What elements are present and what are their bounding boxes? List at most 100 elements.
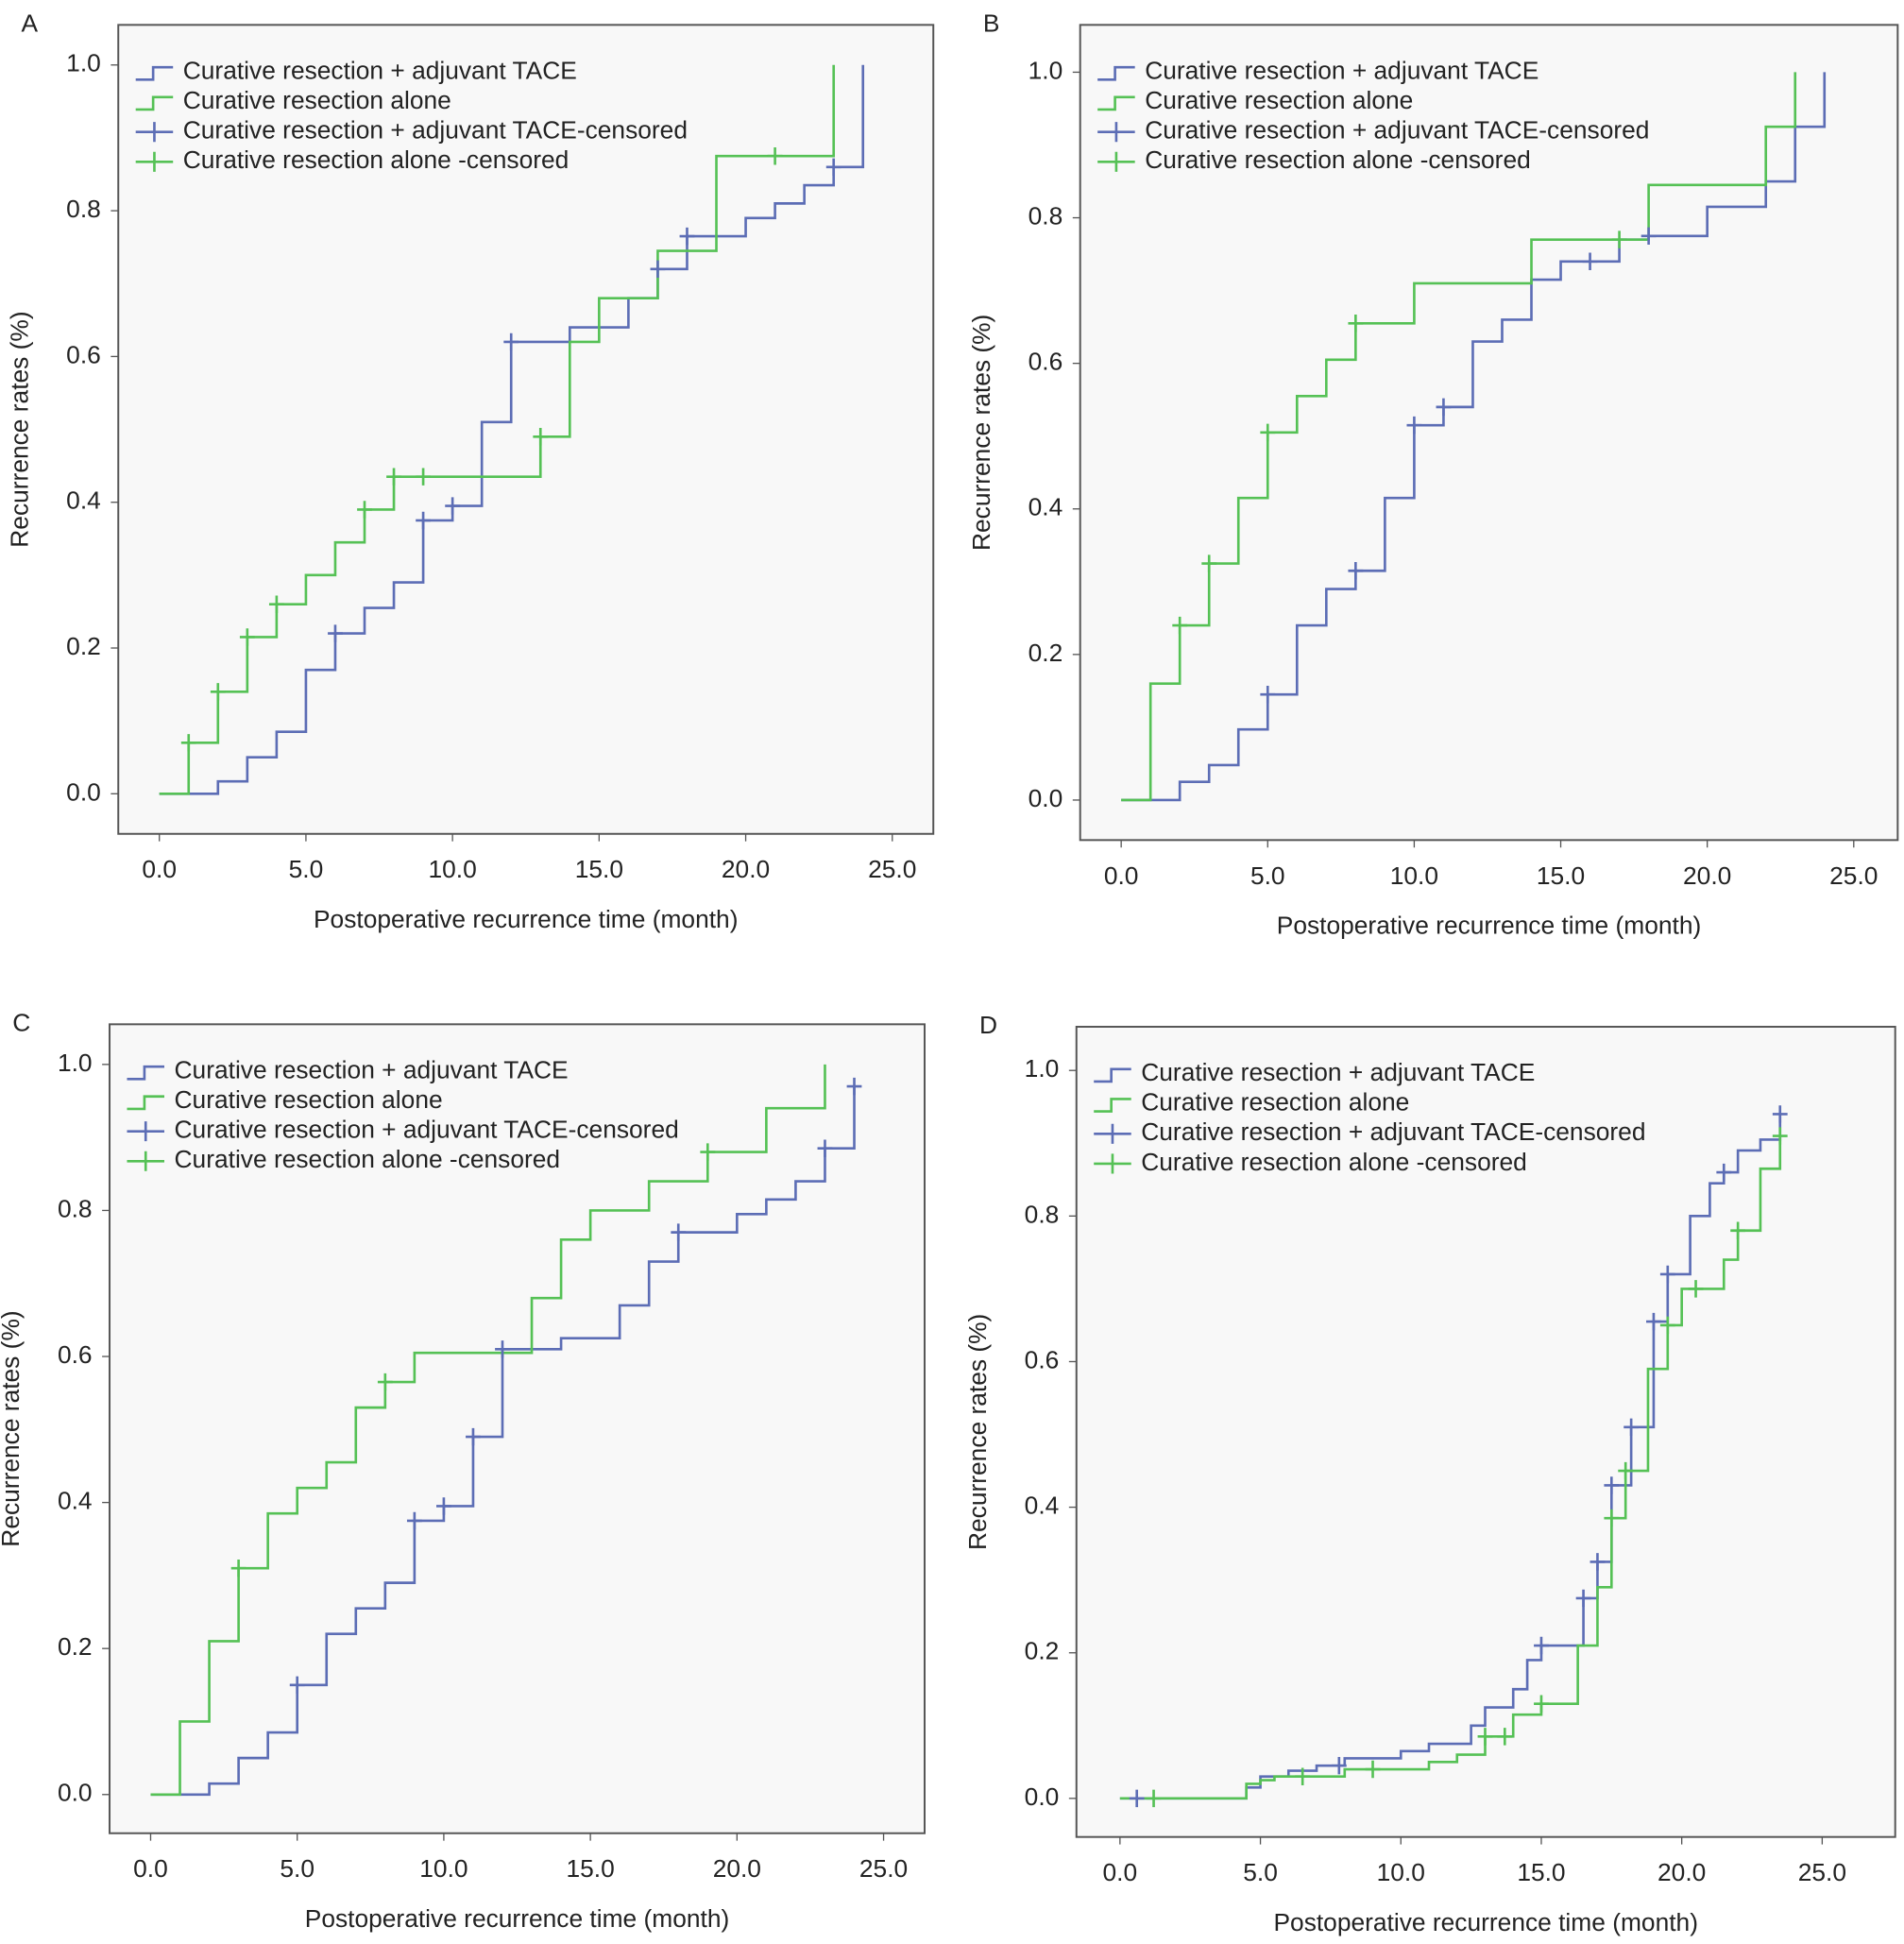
censor-mark bbox=[679, 227, 695, 246]
censor-mark bbox=[1477, 1728, 1493, 1746]
legend-label: Curative resection alone -censored bbox=[183, 145, 570, 174]
censor-mark bbox=[533, 428, 549, 446]
censor-mark bbox=[1172, 616, 1188, 635]
plot-area bbox=[117, 24, 935, 835]
legend-label: Curative resection alone -censored bbox=[1145, 145, 1531, 174]
x-tick-label: 15.0 bbox=[1537, 861, 1585, 890]
censor-mark bbox=[650, 260, 666, 279]
legend-swatch bbox=[1094, 1098, 1131, 1113]
censor-mark bbox=[268, 595, 284, 613]
y-tick-label: 0.0 bbox=[1025, 1782, 1060, 1811]
x-tick-label: 25.0 bbox=[868, 855, 916, 883]
x-axis-title: Postoperative recurrence time (month) bbox=[1273, 1908, 1698, 1936]
legend-label: Curative resection + adjuvant TACE-censo… bbox=[1145, 116, 1649, 145]
censor-mark bbox=[846, 1077, 862, 1096]
legend-label: Curative resection + adjuvant TACE bbox=[1141, 1058, 1535, 1086]
x-tick-label: 10.0 bbox=[419, 1854, 468, 1883]
censor-mark bbox=[1331, 1756, 1347, 1775]
x-tick-label: 20.0 bbox=[713, 1854, 761, 1883]
censor-mark bbox=[1604, 1509, 1620, 1527]
censor-mark bbox=[1201, 554, 1217, 572]
y-tick-label: 0.8 bbox=[58, 1194, 93, 1222]
censor-mark bbox=[1146, 1789, 1162, 1808]
y-tick-label: 0.0 bbox=[66, 777, 101, 806]
x-tick-label: 0.0 bbox=[133, 1854, 168, 1883]
plot-area bbox=[1079, 24, 1899, 842]
x-tick-label: 5.0 bbox=[289, 855, 324, 883]
y-tick-label: 0.6 bbox=[1025, 1345, 1060, 1373]
censor-mark bbox=[1772, 1127, 1788, 1145]
censor-mark bbox=[1260, 686, 1276, 704]
censor-mark bbox=[1640, 227, 1657, 246]
y-axis-title: Recurrence rates (%) bbox=[5, 311, 33, 547]
legend-label: Curative resection alone bbox=[1141, 1088, 1409, 1117]
x-tick-label: 20.0 bbox=[722, 855, 770, 883]
x-tick-label: 10.0 bbox=[428, 855, 476, 883]
legend-label: Curative resection alone bbox=[1145, 86, 1413, 114]
legend-label: Curative resection + adjuvant TACE-censo… bbox=[1141, 1117, 1645, 1146]
x-axis-title: Postoperative recurrence time (month) bbox=[305, 1904, 730, 1933]
y-axis-title: Recurrence rates (%) bbox=[963, 1314, 992, 1550]
x-tick-label: 15.0 bbox=[575, 855, 623, 883]
x-tick-label: 15.0 bbox=[1517, 1858, 1565, 1886]
censor-mark bbox=[1659, 1265, 1675, 1284]
legend-swatch bbox=[1097, 65, 1135, 81]
y-tick-label: 0.8 bbox=[1025, 1200, 1060, 1228]
censor-mark bbox=[1534, 1695, 1549, 1713]
panel-label: D bbox=[979, 1011, 997, 1039]
x-tick-label: 25.0 bbox=[1798, 1858, 1846, 1886]
censor-mark bbox=[1534, 1636, 1549, 1655]
censor-mark bbox=[416, 511, 431, 530]
plot-area bbox=[1075, 1025, 1896, 1838]
censor-mark bbox=[1436, 398, 1452, 417]
censor-mark bbox=[1688, 1280, 1704, 1298]
censor-mark bbox=[1365, 1760, 1381, 1779]
legend-swatch bbox=[135, 122, 174, 143]
censor-mark bbox=[1604, 1476, 1620, 1494]
y-axis-title: Recurrence rates (%) bbox=[967, 315, 995, 551]
legend-swatch bbox=[127, 1151, 164, 1171]
censor-mark bbox=[210, 683, 226, 701]
censor-mark bbox=[230, 1559, 246, 1577]
legend-swatch bbox=[1094, 1153, 1131, 1174]
censor-mark bbox=[1611, 230, 1627, 248]
censor-mark bbox=[1348, 315, 1364, 333]
censor-mark bbox=[180, 734, 196, 752]
legend-swatch bbox=[127, 1065, 164, 1081]
legend-label: Curative resection + adjuvant TACE-censo… bbox=[183, 116, 688, 145]
legend-swatch bbox=[135, 151, 174, 172]
censor-mark bbox=[1590, 1553, 1606, 1571]
y-tick-label: 0.4 bbox=[1025, 1492, 1060, 1520]
censor-mark bbox=[1659, 1316, 1675, 1335]
legend-label: Curative resection + adjuvant TACE bbox=[175, 1055, 569, 1083]
x-tick-label: 0.0 bbox=[142, 855, 177, 883]
y-tick-label: 1.0 bbox=[1025, 1054, 1060, 1083]
legend-swatch bbox=[127, 1121, 164, 1142]
censor-mark bbox=[1624, 1418, 1640, 1437]
y-axis-title: Recurrence rates (%) bbox=[0, 1310, 25, 1546]
censor-mark bbox=[239, 628, 255, 646]
legend-swatch bbox=[135, 65, 174, 81]
censor-mark bbox=[406, 1511, 422, 1530]
legend-label: Curative resection + adjuvant TACE bbox=[1145, 56, 1538, 84]
x-tick-label: 5.0 bbox=[1243, 1858, 1278, 1886]
censor-mark bbox=[328, 624, 343, 642]
censor-mark bbox=[1716, 1163, 1732, 1182]
y-tick-label: 0.0 bbox=[1028, 784, 1063, 812]
censor-mark bbox=[1772, 1105, 1788, 1123]
censor-mark bbox=[1575, 1589, 1591, 1608]
censor-mark bbox=[386, 468, 401, 486]
panel-label: B bbox=[983, 9, 1000, 37]
y-tick-label: 0.8 bbox=[66, 195, 101, 223]
censor-mark bbox=[357, 501, 372, 519]
y-tick-label: 0.6 bbox=[1028, 348, 1063, 376]
x-tick-label: 10.0 bbox=[1390, 861, 1438, 890]
chart-panel: D 0.0 5.0 10.0 15.0 20.0 25.0 0.0 0.2 0.4 0.6 0.8 1.… bbox=[963, 1011, 1896, 1936]
censor-mark bbox=[817, 1139, 833, 1157]
legend-label: Curative resection alone bbox=[183, 86, 451, 114]
censor-mark bbox=[1129, 1789, 1145, 1808]
legend-swatch bbox=[127, 1095, 164, 1111]
x-axis-title: Postoperative recurrence time (month) bbox=[1277, 912, 1701, 940]
censor-mark bbox=[1730, 1221, 1746, 1239]
chart-panel: A 0.0 5.0 10.0 15.0 20.0 25.0 0.0 0.2 0.4 0.6 0.8 1.… bbox=[5, 9, 935, 933]
